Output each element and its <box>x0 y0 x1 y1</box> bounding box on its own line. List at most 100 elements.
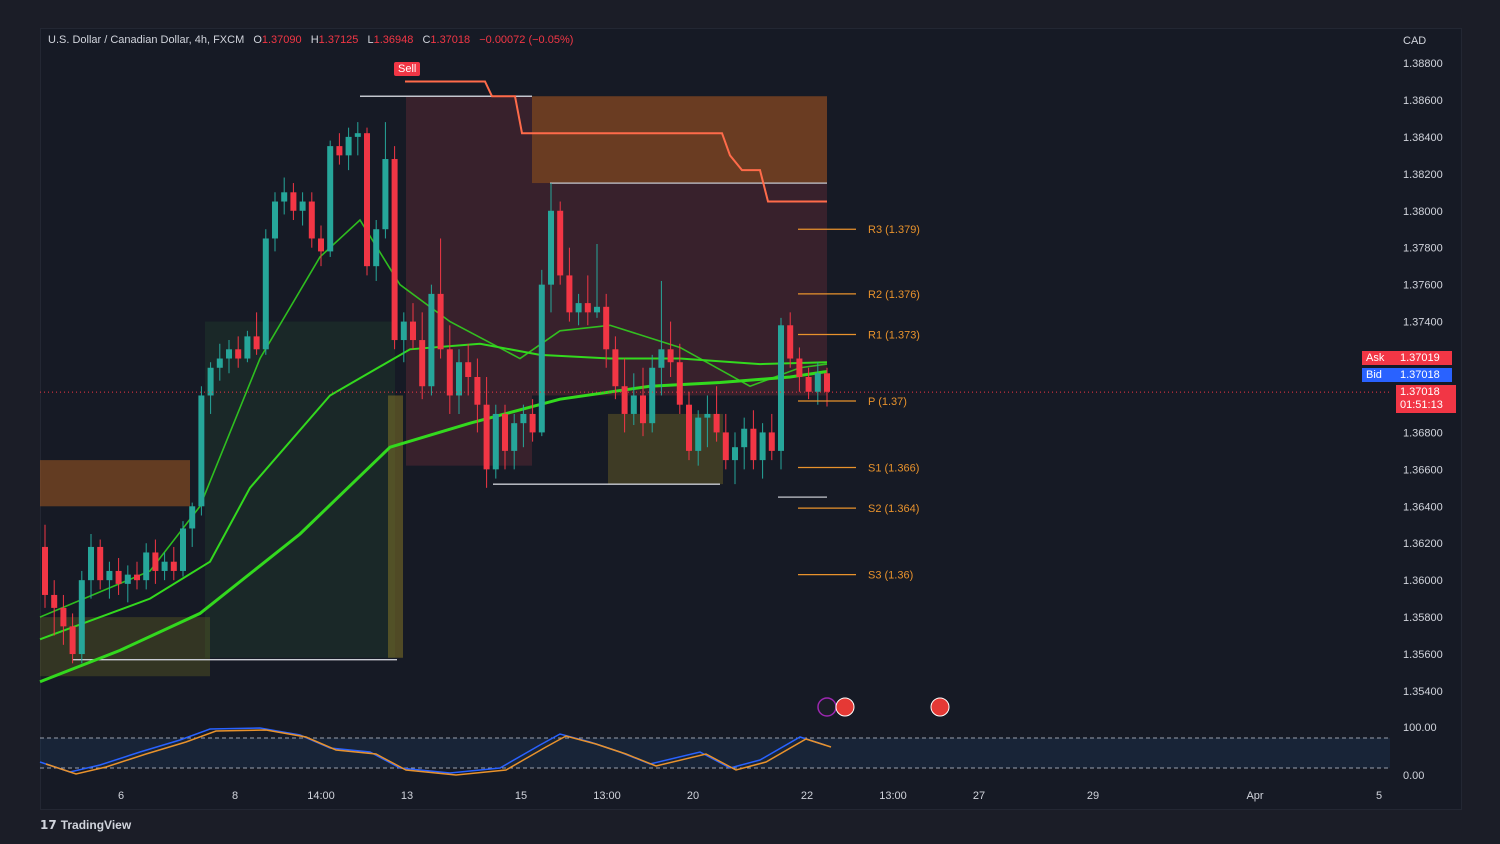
candle-body <box>502 413 508 451</box>
candle-body <box>42 546 48 595</box>
oscillator-d-line <box>45 729 832 776</box>
candle-body <box>750 428 757 461</box>
time-tick: 13 <box>401 790 413 802</box>
candle-body <box>566 275 573 313</box>
candle-body <box>262 238 269 350</box>
pivot-label: S2 (1.364) <box>868 503 919 515</box>
price-tick: 1.36600 <box>1403 464 1443 476</box>
price-tick: 1.36800 <box>1403 427 1443 439</box>
pivot-label: S3 (1.36) <box>868 570 913 582</box>
pivot-label: R3 (1.379) <box>868 224 920 236</box>
time-tick: 13:00 <box>879 790 907 802</box>
candle-body <box>336 146 343 156</box>
pivot-label: P (1.37) <box>868 396 907 408</box>
open-label: O <box>253 34 262 46</box>
candle-body <box>124 574 131 584</box>
candle-body <box>805 377 812 392</box>
time-tick: 27 <box>973 790 985 802</box>
candle-body <box>456 362 462 396</box>
candle-body <box>272 201 278 239</box>
pivot-layer: R3 (1.379) R2 (1.376) R1 (1.373) P (1.37) S1… <box>798 224 950 717</box>
change-value: −0.00072 (−0.05%) <box>479 34 574 46</box>
candle-body <box>649 367 656 424</box>
candle-body <box>437 293 444 350</box>
candle-body <box>584 303 591 313</box>
candle-body <box>97 546 104 581</box>
candle-body <box>235 349 242 359</box>
oscillator-tick: 0.00 <box>1403 770 1424 782</box>
brand-name: TradingView <box>60 818 132 832</box>
candle-body <box>400 321 407 341</box>
candle-body <box>557 210 564 276</box>
bullish-zone <box>205 321 395 658</box>
supply-zone-left <box>40 460 190 507</box>
candle-body <box>170 561 177 571</box>
price-tick: 1.38200 <box>1403 169 1443 181</box>
low-value: 1.36948 <box>373 34 414 46</box>
candle-body <box>244 336 251 359</box>
candle-body <box>253 336 260 350</box>
candle-body <box>492 413 499 470</box>
price-tick: 1.38000 <box>1403 206 1443 218</box>
candle-body <box>134 574 140 581</box>
demand-zone-mid <box>608 413 723 485</box>
candle-body <box>741 428 748 448</box>
candle-body <box>474 377 481 405</box>
price-tick: 1.35600 <box>1403 649 1443 661</box>
supply-zone <box>532 96 827 184</box>
ema-slow <box>39 369 828 684</box>
candle-body <box>354 133 361 137</box>
candle-body <box>520 413 527 424</box>
time-tick: 8 <box>232 790 238 802</box>
candle-body <box>143 552 150 581</box>
candle-body <box>722 432 729 461</box>
candle-body <box>640 395 646 424</box>
candle-body <box>621 386 628 414</box>
close-value: 1.37018 <box>430 34 471 46</box>
tradingview-brand[interactable]: 17 TradingView <box>40 818 131 832</box>
candle-body <box>216 358 223 368</box>
time-tick: 15 <box>515 790 527 802</box>
candle-body <box>713 413 720 433</box>
oscillator-tick: 100.00 <box>1403 722 1437 734</box>
price-tick: 1.36200 <box>1403 538 1443 550</box>
price-tick: 1.37400 <box>1403 317 1443 329</box>
open-value: 1.37090 <box>261 34 302 46</box>
time-tick: 22 <box>801 790 813 802</box>
candle-body <box>373 229 380 267</box>
ema-fast <box>39 218 828 618</box>
chart-frame[interactable] <box>40 28 1462 810</box>
candle-body <box>465 362 472 377</box>
lightning-event-icon <box>817 697 837 717</box>
candle-body <box>364 133 370 267</box>
symbol-name[interactable]: U.S. Dollar / Canadian Dollar, 4h, FXCM <box>48 34 245 46</box>
candle-body <box>575 303 582 313</box>
candle-body <box>327 146 334 252</box>
candle-body <box>78 580 85 655</box>
candle-body <box>603 306 610 350</box>
candle-body <box>538 284 545 433</box>
time-tick: 14:00 <box>307 790 335 802</box>
candle-body <box>299 201 306 211</box>
ema-layer <box>39 218 828 684</box>
ask-price: 1.37019 <box>1396 351 1452 365</box>
candle-body <box>308 201 315 239</box>
price-axis-currency: CAD <box>1403 35 1426 47</box>
high-label: H <box>310 34 319 46</box>
candle-body <box>410 321 416 341</box>
candle-body <box>198 395 205 507</box>
price-tick: 1.35800 <box>1403 612 1443 624</box>
candle-body <box>419 340 426 387</box>
sell-signal-badge: Sell <box>394 62 421 76</box>
high-value: 1.37125 <box>318 34 359 46</box>
candle-body <box>824 373 830 392</box>
ema-mid <box>39 342 828 641</box>
candle-body <box>226 349 232 359</box>
candle-body <box>428 293 435 387</box>
resistance-line <box>405 80 827 203</box>
candle-body <box>161 561 168 571</box>
price-tick: 1.36400 <box>1403 501 1443 513</box>
candle-body <box>676 362 683 405</box>
price-tick: 1.38400 <box>1403 132 1443 144</box>
